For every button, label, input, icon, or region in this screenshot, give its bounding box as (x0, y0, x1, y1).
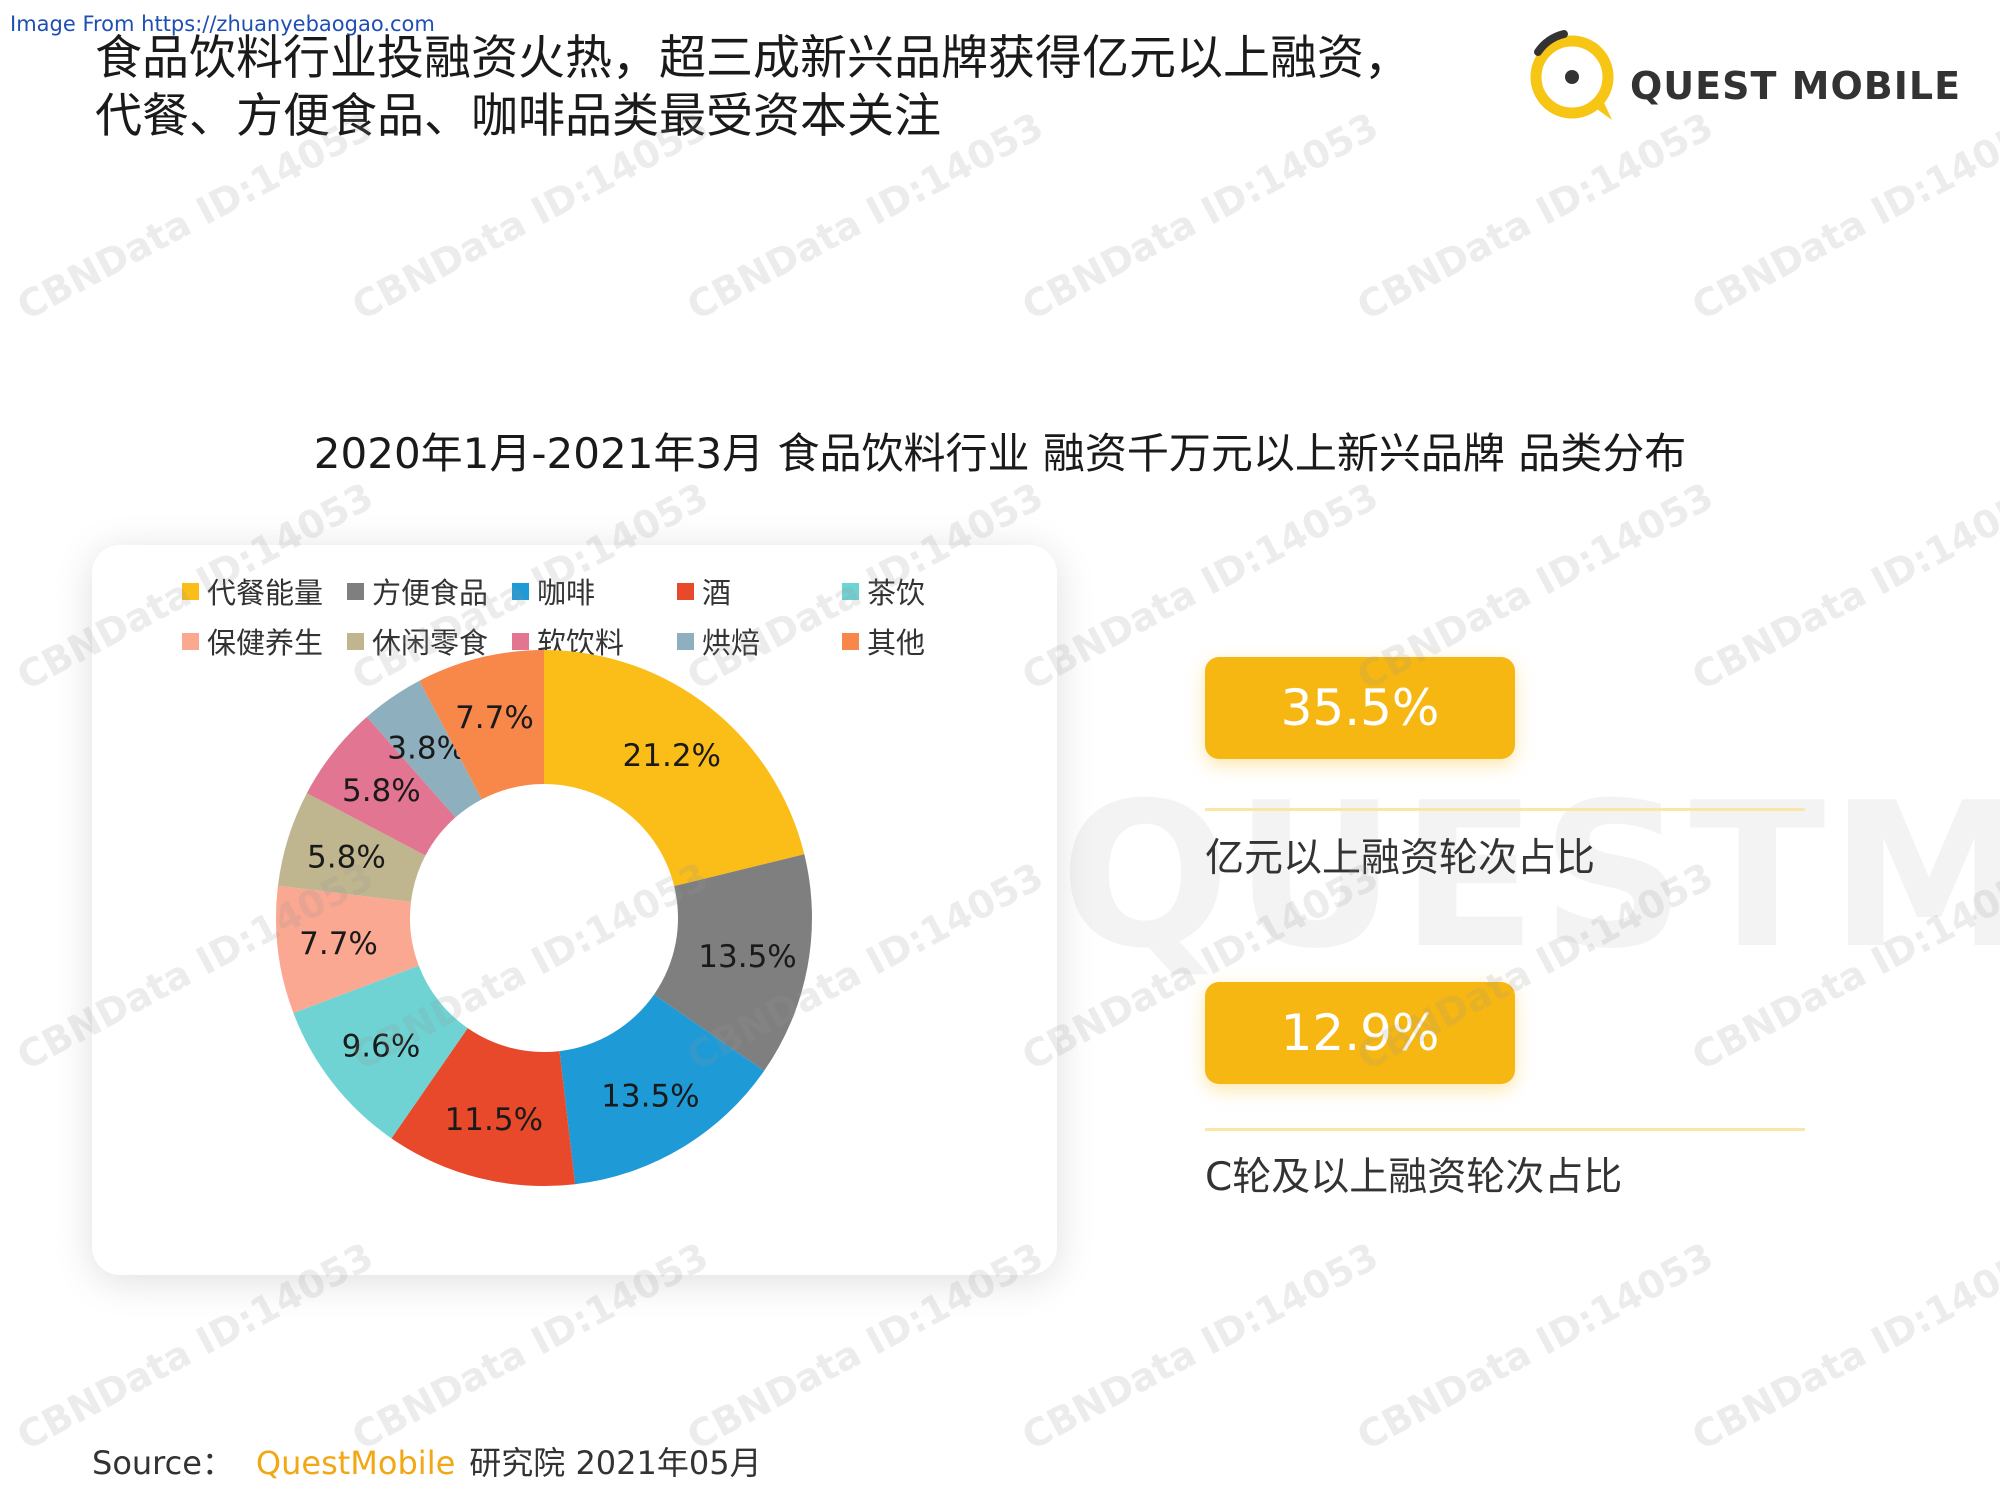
legend-label: 其他 (867, 626, 926, 660)
legend-item: 其他 (842, 620, 925, 662)
headline-line-1: 食品饮料行业投融资火热，超三成新兴品牌获得亿元以上融资， (95, 31, 1411, 86)
legend-swatch (182, 632, 199, 650)
legend-item: 酒 (677, 570, 731, 612)
footer-rest: 研究院 2021年05月 (469, 1444, 762, 1482)
stat-caption-1: 亿元以上融资轮次占比 (1205, 836, 1596, 881)
donut-slice (654, 854, 812, 1071)
chart-card: 代餐能量 方便食品 咖啡酒茶饮 保健养生 休闲零食 软饮料 烘焙 其他 21.2% 13.5% 1… (92, 545, 1057, 1275)
headline-line-2: 代餐、方便食品、咖啡品类最受资本关注 (95, 89, 941, 144)
watermark-text: CBNData ID:14053 (1685, 474, 2000, 699)
legend-swatch (842, 582, 859, 600)
stat-divider-1 (1205, 808, 1805, 811)
legend-swatch (677, 632, 694, 650)
watermark-text: CBNData ID:14053 (1015, 1234, 1386, 1459)
legend-label: 休闲零食 (372, 626, 489, 660)
legend-item: 烘焙 (677, 620, 760, 662)
page-headline: 食品饮料行业投融资火热，超三成新兴品牌获得亿元以上融资， 代餐、方便食品、咖啡品… (95, 30, 1495, 146)
legend-label: 烘焙 (702, 626, 761, 660)
donut-slice (366, 680, 482, 818)
legend-swatch (347, 632, 364, 650)
legend-item: 保健养生 (182, 620, 323, 662)
legend-label: 咖啡 (537, 576, 596, 610)
legend-item: 休闲零食 (347, 620, 488, 662)
stat-badge-1: 35.5% (1205, 657, 1515, 759)
legend-swatch (182, 582, 199, 600)
footer-brand: QuestMobile (255, 1444, 456, 1482)
stat-divider-2 (1205, 1128, 1805, 1131)
slice-value-label: 13.5% (698, 939, 796, 975)
slice-value-label: 9.6% (342, 1029, 421, 1065)
legend-swatch (347, 582, 364, 600)
watermark-text: CBNData ID:14053 (1350, 1234, 1721, 1459)
legend-label: 代餐能量 (207, 576, 324, 610)
watermark-text: CBNData ID:14053 (1685, 1234, 2000, 1459)
legend-swatch (842, 632, 859, 650)
source-footer: Source： QuestMobile 研究院 2021年05月 (92, 1438, 762, 1484)
legend-item: 方便食品 (347, 570, 488, 612)
donut-slice (544, 650, 805, 887)
source-tag[interactable]: Image From https://zhuanyebaogao.com (10, 12, 435, 36)
donut-slice (306, 716, 456, 856)
logo-icon (1530, 30, 1614, 120)
donut-slice (277, 793, 426, 902)
legend-swatch (512, 632, 529, 650)
donut-slice (276, 885, 419, 1014)
legend-swatch (512, 582, 529, 600)
donut-slice (419, 650, 544, 800)
watermark-text: CBNData ID:14053 (1685, 104, 2000, 329)
donut-slice (559, 994, 765, 1185)
legend-swatch (677, 582, 694, 600)
legend-item: 代餐能量 (182, 570, 323, 612)
slice-value-label: 7.7% (455, 700, 534, 736)
slice-value-label: 11.5% (445, 1102, 543, 1138)
legend-label: 茶饮 (867, 576, 926, 610)
chart-title: 2020年1月-2021年3月 食品饮料行业 融资千万元以上新兴品牌 品类分布 (313, 429, 1687, 478)
donut-chart: 21.2%13.5%13.5%11.5%9.6%7.7%5.8%5.8%3.8%… (276, 650, 812, 1186)
slice-value-label: 21.2% (623, 738, 721, 774)
questmobile-logo: QUEST MOBILE (1520, 22, 1960, 132)
slice-value-label: 5.8% (342, 773, 421, 809)
legend-label: 方便食品 (372, 576, 489, 610)
stat-badge-2: 12.9% (1205, 982, 1515, 1084)
footer-label: Source： (92, 1444, 234, 1482)
legend-item: 咖啡 (512, 570, 595, 612)
stat-caption-2: C轮及以上融资轮次占比 (1205, 1155, 1623, 1200)
logo-text: QUEST MOBILE (1630, 64, 1962, 108)
donut-slice (391, 1028, 576, 1186)
legend-label: 保健养生 (207, 626, 324, 660)
slice-value-label: 13.5% (601, 1079, 699, 1115)
slice-value-label: 7.7% (299, 926, 378, 962)
legend-label: 酒 (702, 576, 732, 610)
donut-slice (293, 965, 468, 1139)
slice-value-label: 5.8% (307, 839, 386, 875)
legend-item: 茶饮 (842, 570, 925, 612)
